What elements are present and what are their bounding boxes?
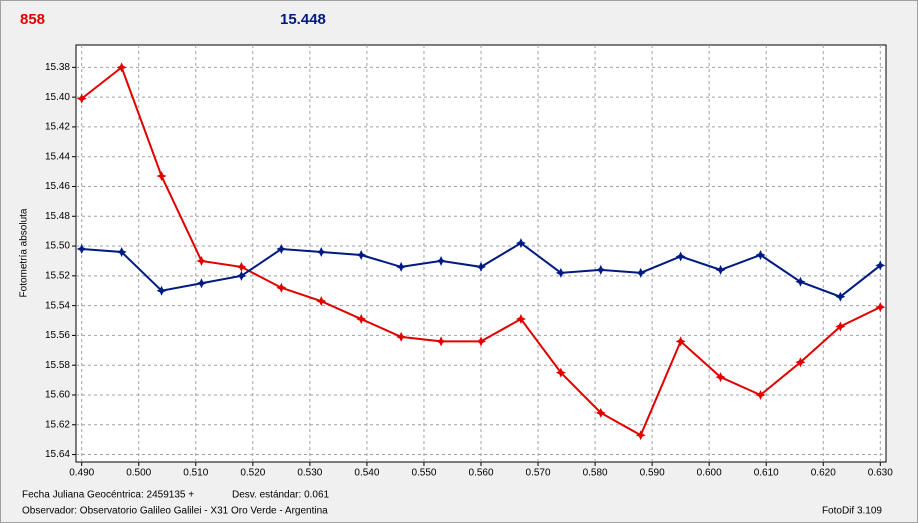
header-left: 858 [20, 11, 45, 28]
x-tick-label: 0.600 [697, 468, 722, 479]
data-point [316, 247, 327, 258]
data-point [555, 267, 566, 278]
data-point [875, 260, 886, 271]
data-point [316, 296, 327, 307]
y-tick-label: 15.62 [45, 419, 70, 430]
x-tick-label: 0.610 [754, 468, 779, 479]
x-tick-label: 0.530 [297, 468, 322, 479]
data-point [635, 267, 646, 278]
y-tick-label: 15.38 [45, 62, 70, 73]
x-tick-label: 0.580 [583, 468, 608, 479]
data-point [476, 261, 486, 272]
footer-observer: Observador: Observatorio Galileo Galilei… [22, 506, 328, 517]
data-point [835, 291, 846, 302]
data-point [795, 357, 806, 368]
data-point [835, 321, 846, 332]
x-tick-label: 0.540 [354, 468, 379, 479]
footer-date: Fecha Juliana Geocéntrica: 2459135 + [22, 490, 194, 501]
data-point [515, 238, 526, 249]
x-tick-label: 0.500 [126, 468, 151, 479]
data-point [116, 62, 127, 73]
data-point [715, 372, 726, 383]
plot-area [75, 44, 887, 463]
data-point [116, 247, 127, 258]
data-point [795, 276, 806, 287]
data-point [76, 244, 87, 255]
footer-version: FotoDif 3.109 [822, 506, 882, 517]
data-point [476, 336, 486, 347]
data-point [156, 171, 167, 182]
data-point [675, 336, 686, 347]
y-tick-label: 15.64 [45, 449, 70, 460]
x-tick-label: 0.620 [811, 468, 836, 479]
data-point [755, 249, 766, 260]
x-tick-label: 0.570 [526, 468, 551, 479]
y-tick-label: 15.40 [45, 92, 70, 103]
x-tick-label: 0.550 [411, 468, 436, 479]
data-point [396, 331, 407, 342]
y-tick-label: 15.58 [45, 360, 70, 371]
x-tick-label: 0.490 [69, 468, 94, 479]
y-tick-label: 15.42 [45, 122, 70, 133]
data-point [236, 270, 247, 281]
data-point [236, 261, 247, 272]
data-point [196, 255, 207, 266]
data-point [635, 430, 646, 441]
y-tick-label: 15.60 [45, 390, 70, 401]
footer-deviation: Desv. estándar: 0.061 [232, 490, 330, 501]
data-point [595, 407, 606, 418]
data-point [356, 249, 367, 260]
data-point [356, 314, 367, 325]
y-tick-label: 15.48 [45, 211, 70, 222]
data-point [76, 93, 87, 104]
data-point [755, 389, 766, 400]
data-point [595, 264, 606, 275]
y-tick-label: 15.54 [45, 300, 70, 311]
y-tick-label: 15.46 [45, 181, 70, 192]
data-point [276, 244, 287, 255]
x-tick-label: 0.520 [240, 468, 265, 479]
data-point [196, 278, 207, 289]
data-point [436, 336, 447, 347]
y-axis-label: Fotometría absoluta [19, 208, 30, 297]
x-tick-label: 0.590 [640, 468, 665, 479]
data-point [436, 255, 447, 266]
y-tick-label: 15.50 [45, 241, 70, 252]
data-point [715, 264, 726, 275]
data-point [515, 314, 526, 325]
data-point [875, 302, 886, 313]
x-tick-label: 0.560 [468, 468, 493, 479]
data-point [276, 282, 287, 293]
y-tick-label: 15.44 [45, 151, 70, 162]
header-right: 15.448 [280, 11, 326, 28]
data-point [396, 261, 407, 272]
data-point [555, 367, 566, 378]
data-point [156, 285, 167, 296]
x-tick-label: 0.510 [183, 468, 208, 479]
x-tick-label: 0.630 [868, 468, 893, 479]
data-point [675, 251, 686, 262]
y-tick-label: 15.56 [45, 330, 70, 341]
y-tick-label: 15.52 [45, 270, 70, 281]
